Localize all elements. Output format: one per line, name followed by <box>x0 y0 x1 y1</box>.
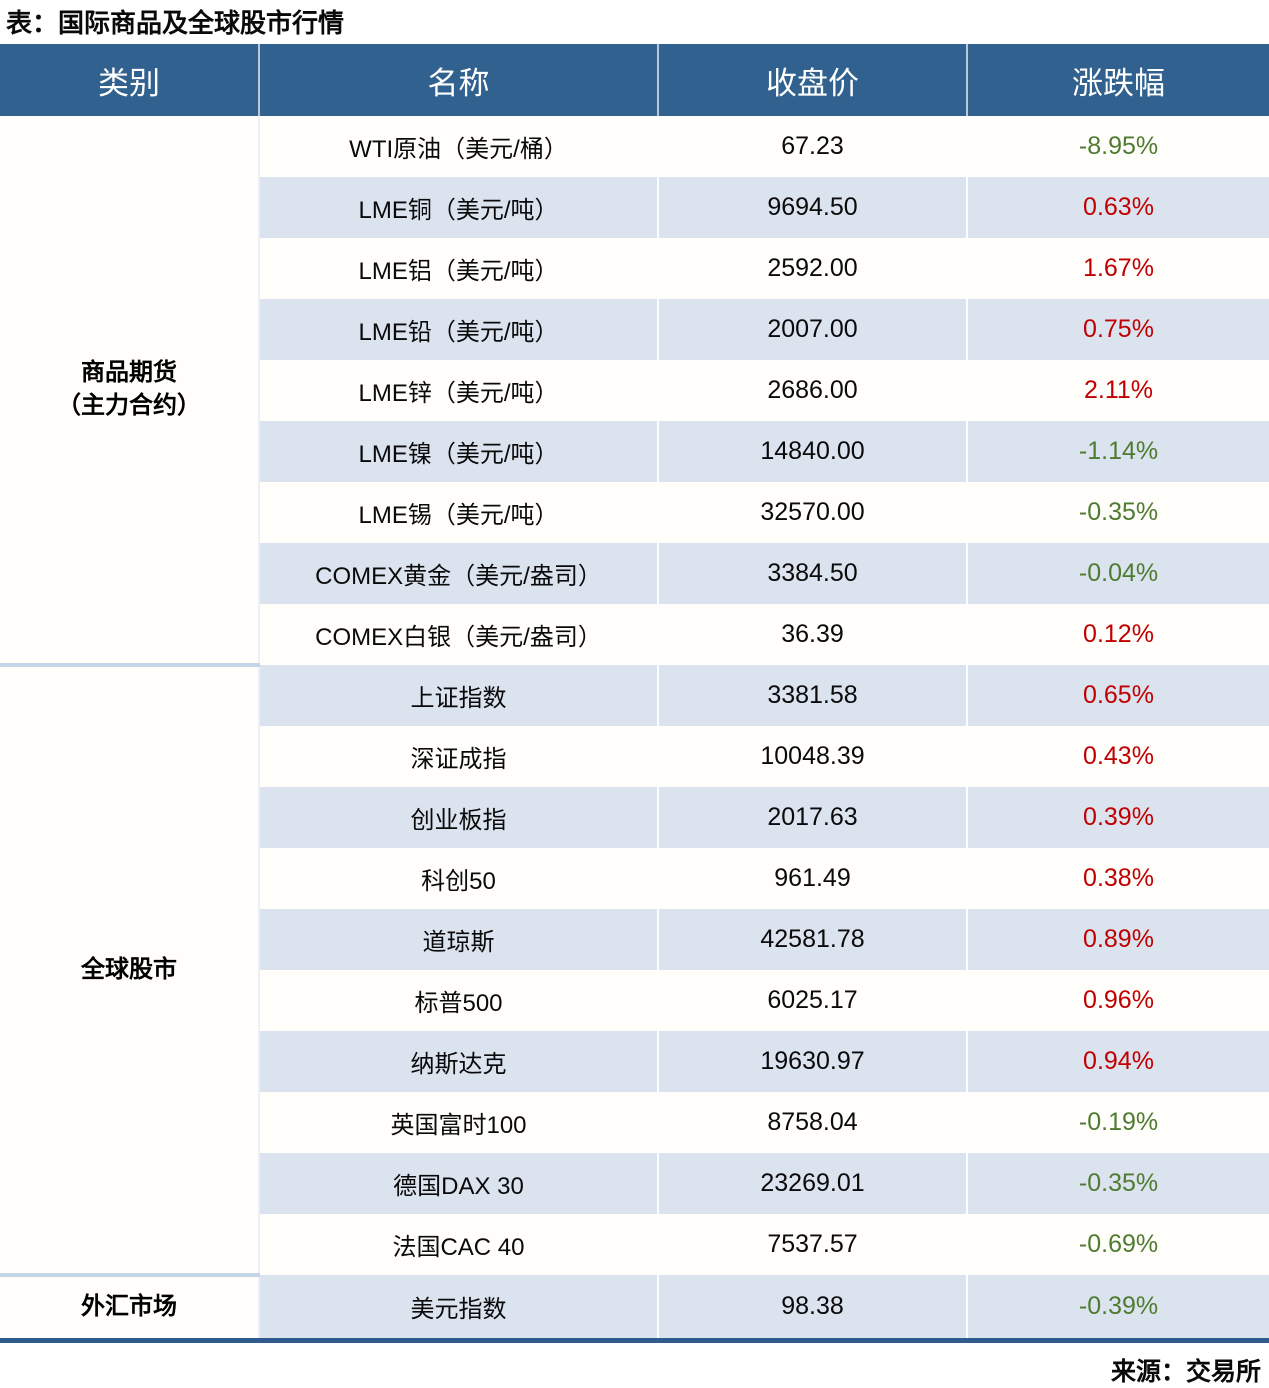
name-cell: WTI原油（美元/桶） <box>259 116 659 177</box>
table-row: 纳斯达克 19630.97 0.94% <box>0 1031 1269 1092</box>
header-category: 类别 <box>0 44 260 116</box>
name-cell: LME锌（美元/吨） <box>259 360 659 421</box>
change-pct-cell: -0.35% <box>967 482 1269 543</box>
name-cell: 法国CAC 40 <box>259 1214 659 1275</box>
name-cell: 科创50 <box>259 848 659 909</box>
name-cell: 美元指数 <box>259 1275 659 1338</box>
change-pct-cell: 0.12% <box>967 604 1269 665</box>
table-row: 法国CAC 40 7537.57 -0.69% <box>0 1214 1269 1275</box>
change-pct-cell: 0.65% <box>967 665 1269 726</box>
header-change: 涨跌幅 <box>967 44 1269 116</box>
change-pct-cell: 0.43% <box>967 726 1269 787</box>
name-cell: 创业板指 <box>259 787 659 848</box>
close-price-cell: 9694.50 <box>658 177 968 238</box>
bottom-rule <box>0 1338 1269 1343</box>
name-cell: 上证指数 <box>259 665 659 726</box>
name-cell: LME锡（美元/吨） <box>259 482 659 543</box>
header-close: 收盘价 <box>658 44 968 116</box>
table-body: 商品期货 （主力合约） WTI原油（美元/桶） 67.23 -8.95% LME铜（美元… <box>0 116 1269 1338</box>
name-cell: COMEX黄金（美元/盎司） <box>259 543 659 604</box>
name-cell: COMEX白银（美元/盎司） <box>259 604 659 665</box>
close-price-cell: 19630.97 <box>658 1031 968 1092</box>
name-cell: LME铅（美元/吨） <box>259 299 659 360</box>
close-price-cell: 32570.00 <box>658 482 968 543</box>
name-cell: 标普500 <box>259 970 659 1031</box>
header-name: 名称 <box>259 44 659 116</box>
close-price-cell: 98.38 <box>658 1275 968 1338</box>
change-pct-cell: 0.38% <box>967 848 1269 909</box>
change-pct-cell: -0.69% <box>967 1214 1269 1275</box>
close-price-cell: 67.23 <box>658 116 968 177</box>
close-price-cell: 42581.78 <box>658 909 968 970</box>
change-pct-cell: -1.14% <box>967 421 1269 482</box>
close-price-cell: 10048.39 <box>658 726 968 787</box>
table-caption: 表：国际商品及全球股市行情 <box>6 8 345 38</box>
category-cell: 全球股市 <box>0 663 260 1275</box>
name-cell: 纳斯达克 <box>259 1031 659 1092</box>
name-cell: 英国富时100 <box>259 1092 659 1153</box>
name-cell: 道琼斯 <box>259 909 659 970</box>
source-note: 来源：交易所 <box>1110 1358 1261 1386</box>
category-cell: 商品期货 （主力合约） <box>0 116 260 665</box>
change-pct-cell: -8.95% <box>967 116 1269 177</box>
table-row: 创业板指 2017.63 0.39% <box>0 787 1269 848</box>
table-row: LME铅（美元/吨） 2007.00 0.75% <box>0 299 1269 360</box>
change-pct-cell: -0.04% <box>967 543 1269 604</box>
close-price-cell: 6025.17 <box>658 970 968 1031</box>
table-row: 深证成指 10048.39 0.43% <box>0 726 1269 787</box>
close-price-cell: 2007.00 <box>658 299 968 360</box>
market-table: 类别 名称 收盘价 涨跌幅 商品期货 （主力合约） WTI原油（美元/桶） 67.2… <box>0 44 1269 1338</box>
change-pct-cell: 0.63% <box>967 177 1269 238</box>
close-price-cell: 7537.57 <box>658 1214 968 1275</box>
change-pct-cell: 2.11% <box>967 360 1269 421</box>
change-pct-cell: 0.96% <box>967 970 1269 1031</box>
name-cell: LME铝（美元/吨） <box>259 238 659 299</box>
close-price-cell: 8758.04 <box>658 1092 968 1153</box>
table-row: LME铝（美元/吨） 2592.00 1.67% <box>0 238 1269 299</box>
table-row: 道琼斯 42581.78 0.89% <box>0 909 1269 970</box>
name-cell: 德国DAX 30 <box>259 1153 659 1214</box>
change-pct-cell: -0.39% <box>967 1275 1269 1338</box>
change-pct-cell: 0.75% <box>967 299 1269 360</box>
table-row: COMEX白银（美元/盎司） 36.39 0.12% <box>0 604 1269 665</box>
close-price-cell: 36.39 <box>658 604 968 665</box>
table-row: LME镍（美元/吨） 14840.00 -1.14% <box>0 421 1269 482</box>
change-pct-cell: 0.89% <box>967 909 1269 970</box>
table-row: 德国DAX 30 23269.01 -0.35% <box>0 1153 1269 1214</box>
close-price-cell: 14840.00 <box>658 421 968 482</box>
table-row: LME铜（美元/吨） 9694.50 0.63% <box>0 177 1269 238</box>
change-pct-cell: -0.35% <box>967 1153 1269 1214</box>
change-pct-cell: 1.67% <box>967 238 1269 299</box>
change-pct-cell: -0.19% <box>967 1092 1269 1153</box>
table-row: 商品期货 （主力合约） WTI原油（美元/桶） 67.23 -8.95% <box>0 116 1269 665</box>
close-price-cell: 2592.00 <box>658 238 968 299</box>
table-row: 全球股市 上证指数 3381.58 0.65% <box>0 663 1269 1275</box>
close-price-cell: 961.49 <box>658 848 968 909</box>
category-cell: 外汇市场 <box>0 1273 260 1338</box>
table-row: 外汇市场 美元指数 98.38 -0.39% <box>0 1273 1269 1338</box>
table-row: 标普500 6025.17 0.96% <box>0 970 1269 1031</box>
close-price-cell: 2017.63 <box>658 787 968 848</box>
name-cell: 深证成指 <box>259 726 659 787</box>
table-row: LME锡（美元/吨） 32570.00 -0.35% <box>0 482 1269 543</box>
table-row: COMEX黄金（美元/盎司） 3384.50 -0.04% <box>0 543 1269 604</box>
close-price-cell: 3384.50 <box>658 543 968 604</box>
name-cell: LME镍（美元/吨） <box>259 421 659 482</box>
close-price-cell: 3381.58 <box>658 665 968 726</box>
table-row: LME锌（美元/吨） 2686.00 2.11% <box>0 360 1269 421</box>
change-pct-cell: 0.39% <box>967 787 1269 848</box>
header-row: 类别 名称 收盘价 涨跌幅 <box>0 44 1269 116</box>
table-row: 科创50 961.49 0.38% <box>0 848 1269 909</box>
close-price-cell: 23269.01 <box>658 1153 968 1214</box>
change-pct-cell: 0.94% <box>967 1031 1269 1092</box>
name-cell: LME铜（美元/吨） <box>259 177 659 238</box>
close-price-cell: 2686.00 <box>658 360 968 421</box>
table-row: 英国富时100 8758.04 -0.19% <box>0 1092 1269 1153</box>
